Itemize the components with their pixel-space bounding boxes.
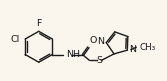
Text: CH₃: CH₃ xyxy=(139,43,155,52)
Text: NH: NH xyxy=(66,50,80,59)
Text: Cl: Cl xyxy=(11,35,20,44)
Text: S: S xyxy=(96,56,102,65)
Text: O: O xyxy=(89,36,97,45)
Text: N: N xyxy=(97,37,104,46)
Text: N: N xyxy=(129,45,136,54)
Text: F: F xyxy=(36,19,41,28)
